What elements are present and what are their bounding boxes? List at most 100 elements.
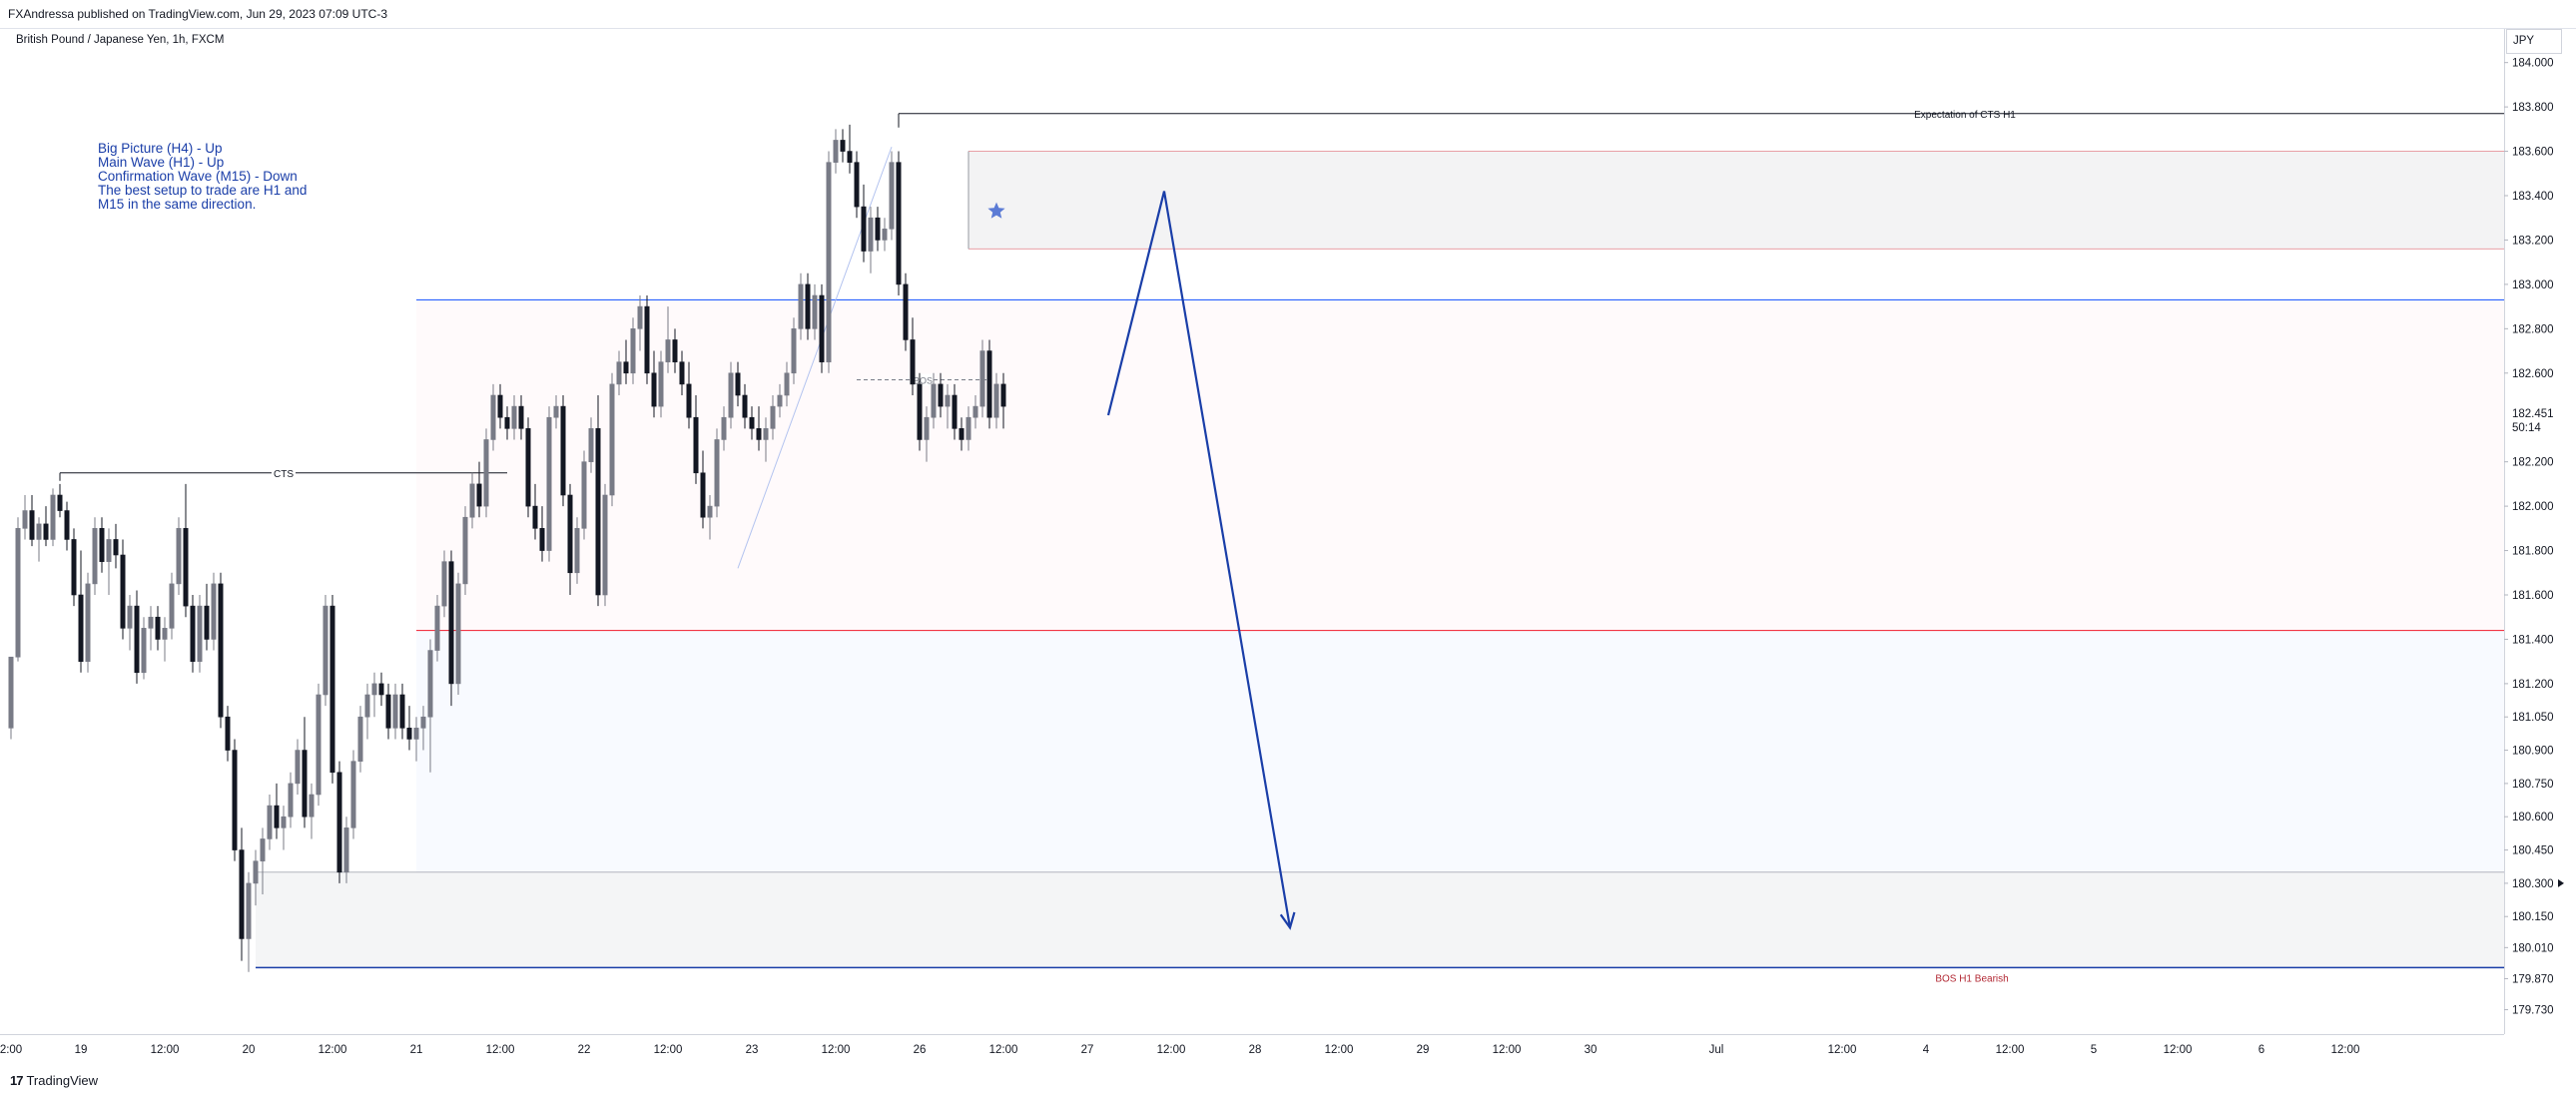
y-tick-label: 181.600 <box>2512 590 2554 602</box>
candle-body <box>218 583 224 718</box>
candle-body <box>602 494 608 596</box>
candle-body <box>672 339 678 362</box>
candle-body <box>588 428 594 462</box>
lower-range-zone <box>416 631 2504 872</box>
candle-body <box>378 683 384 696</box>
expectation-label: Expectation of CTS H1 <box>1914 110 2016 121</box>
candle-body <box>469 483 475 518</box>
y-tick-label: 182.000 <box>2512 501 2554 513</box>
x-tick-label: 22 <box>578 1044 591 1056</box>
candle-body <box>92 528 98 585</box>
candle-body <box>679 361 685 385</box>
candle-body <box>979 350 985 407</box>
candle-body <box>399 694 405 729</box>
candle-body <box>483 439 489 507</box>
x-tick-label: 12:00 <box>319 1044 347 1056</box>
candle-body <box>455 583 461 685</box>
candle-body <box>441 561 447 607</box>
x-tick-label: 26 <box>914 1044 927 1056</box>
candle-body <box>309 794 315 818</box>
candle-body <box>211 583 217 640</box>
bar-countdown: 50:14 <box>2512 422 2541 434</box>
candle-body <box>288 783 294 818</box>
candle-body <box>316 694 322 796</box>
y-tick-label: 182.800 <box>2512 323 2554 335</box>
candle-body <box>959 428 965 440</box>
x-tick-label: 4 <box>1923 1044 1930 1056</box>
candle-body <box>623 361 629 374</box>
candle-body <box>574 528 580 574</box>
x-tick-label: 27 <box>1081 1044 1094 1056</box>
candle-body <box>204 605 210 640</box>
candle-body <box>826 162 832 362</box>
candle-body <box>532 505 538 529</box>
candle-body <box>525 428 531 507</box>
x-tick-label: 12:00 <box>1157 1044 1186 1056</box>
symbol-legend[interactable]: British Pound / Japanese Yen, 1h, FXCM <box>16 34 225 46</box>
x-tick-label: 29 <box>1417 1044 1430 1056</box>
candle-body <box>281 816 287 828</box>
candle-body <box>952 394 958 429</box>
candle-body <box>833 140 839 163</box>
candle-body <box>183 528 189 607</box>
x-tick-label: Jul <box>1709 1044 1724 1056</box>
supply-zone <box>968 151 2504 250</box>
y-tick-label: 179.870 <box>2512 973 2554 985</box>
x-tick-label: 12:00 <box>2331 1044 2360 1056</box>
y-tick-label: 180.010 <box>2512 942 2554 954</box>
x-tick-label: 5 <box>2091 1044 2097 1056</box>
candle-body <box>511 405 517 429</box>
candle-body <box>43 523 49 540</box>
candle-body <box>504 416 510 429</box>
candle-body <box>350 761 356 828</box>
candle-body <box>260 838 266 861</box>
candle-body <box>938 383 944 407</box>
tradingview-logo[interactable]: 17 TradingView <box>10 1073 98 1088</box>
candle-body <box>120 554 126 629</box>
candle-body <box>253 860 259 884</box>
candle-body <box>357 716 363 762</box>
tradingview-brand: TradingView <box>26 1073 99 1088</box>
candle-body <box>497 394 503 418</box>
candle-body <box>553 405 559 418</box>
y-tick-label: 180.750 <box>2512 779 2554 791</box>
y-tick-label: 181.400 <box>2512 634 2554 646</box>
note-line: Main Wave (H1) - Up <box>98 155 225 170</box>
candle-body <box>756 428 762 440</box>
y-tick-label: 183.800 <box>2512 102 2554 114</box>
note-line: Confirmation Wave (M15) - Down <box>98 169 298 184</box>
currency-label[interactable]: JPY <box>2506 29 2562 54</box>
y-tick-label: 180.450 <box>2512 845 2554 857</box>
publish-header: FXAndressa published on TradingView.com,… <box>0 0 2576 28</box>
x-tick-label: 12:00 <box>654 1044 683 1056</box>
candle-body <box>560 405 566 496</box>
candle-body <box>190 605 196 662</box>
x-tick-label: 20 <box>243 1044 256 1056</box>
candle-body <box>155 616 161 640</box>
x-tick-label: 19 <box>75 1044 88 1056</box>
y-tick-label: 183.200 <box>2512 235 2554 247</box>
candle-body <box>232 750 238 850</box>
candle-body <box>22 510 28 529</box>
candle-body <box>546 416 552 551</box>
candle-body <box>770 405 776 429</box>
candle-body <box>735 372 741 396</box>
candle-body <box>99 528 105 562</box>
x-tick-label: 28 <box>1249 1044 1262 1056</box>
upper-range-zone <box>416 299 2504 630</box>
cts-label-bg <box>272 466 296 479</box>
y-tick-label: 183.600 <box>2512 147 2554 159</box>
candle-body <box>267 805 273 839</box>
candle-body <box>637 305 643 329</box>
candle-body <box>336 772 342 873</box>
x-tick-label: 12:00 <box>989 1044 1018 1056</box>
candle-body <box>798 283 804 329</box>
y-tick-label: 180.600 <box>2512 812 2554 823</box>
candle-body <box>986 350 992 418</box>
candle-body <box>329 605 335 774</box>
candle-body <box>889 162 895 230</box>
y-tick-label: 181.800 <box>2512 546 2554 558</box>
candle-body <box>819 294 825 362</box>
candle-body <box>721 416 727 440</box>
